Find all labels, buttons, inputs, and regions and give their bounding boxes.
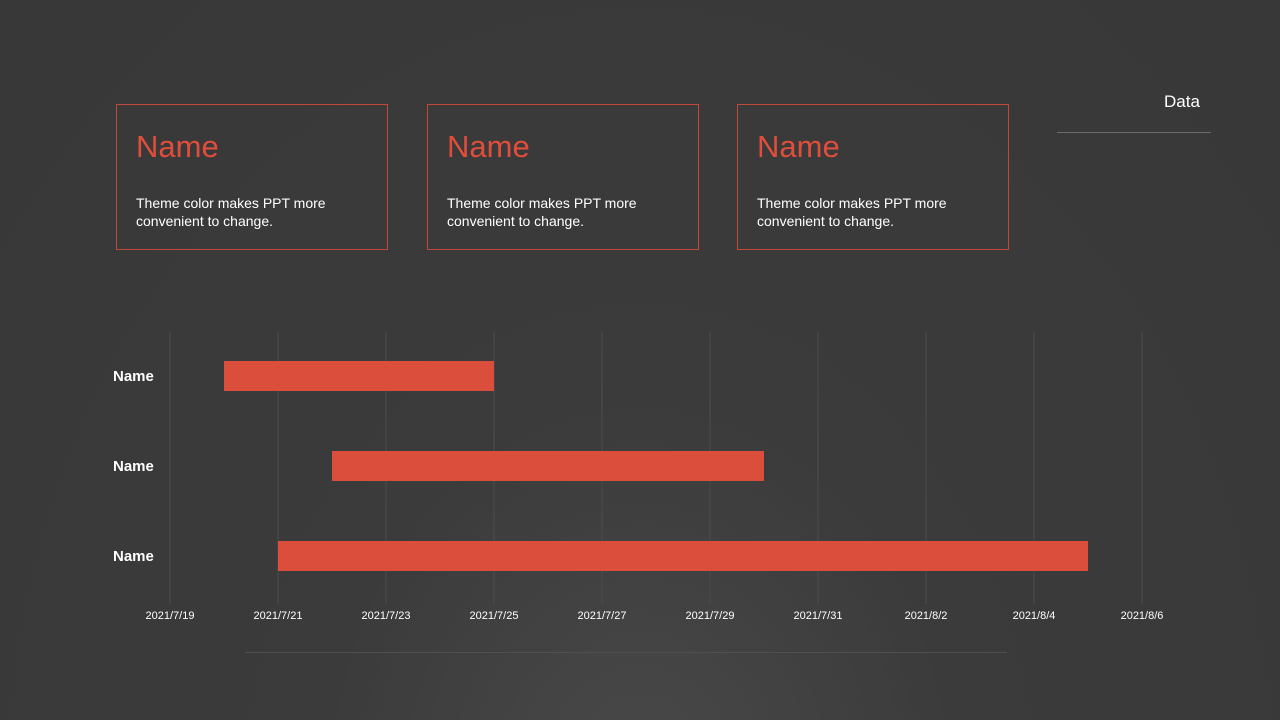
gantt-bar [278,541,1088,571]
info-card: Name Theme color makes PPT more convenie… [427,104,699,250]
y-category-label: Name [113,368,154,385]
x-tick-label: 2021/7/21 [254,610,303,622]
x-tick-label: 2021/7/27 [578,610,627,622]
card-title: Name [447,129,530,164]
x-tick-label: 2021/7/29 [686,610,735,622]
x-tick-label: 2021/7/25 [470,610,519,622]
x-tick-label: 2021/8/4 [1013,610,1056,622]
y-category-label: Name [113,458,154,475]
card-text: Theme color makes PPT more convenient to… [757,195,947,229]
card-text: Theme color makes PPT more convenient to… [136,195,326,229]
x-tick-label: 2021/7/19 [146,610,195,622]
data-divider [1057,132,1211,133]
card-title: Name [136,129,219,164]
y-category-label: Name [113,548,154,565]
card-title: Name [757,129,840,164]
data-label: Data [1164,92,1200,111]
x-tick-label: 2021/8/2 [905,610,948,622]
info-card: Name Theme color makes PPT more convenie… [737,104,1009,250]
x-tick-label: 2021/8/6 [1121,610,1164,622]
x-tick-label: 2021/7/31 [794,610,843,622]
info-card: Name Theme color makes PPT more convenie… [116,104,388,250]
card-text: Theme color makes PPT more convenient to… [447,195,637,229]
gantt-bar [224,361,494,391]
bottom-divider [245,652,1007,653]
x-tick-label: 2021/7/23 [362,610,411,622]
gantt-bar [332,451,764,481]
